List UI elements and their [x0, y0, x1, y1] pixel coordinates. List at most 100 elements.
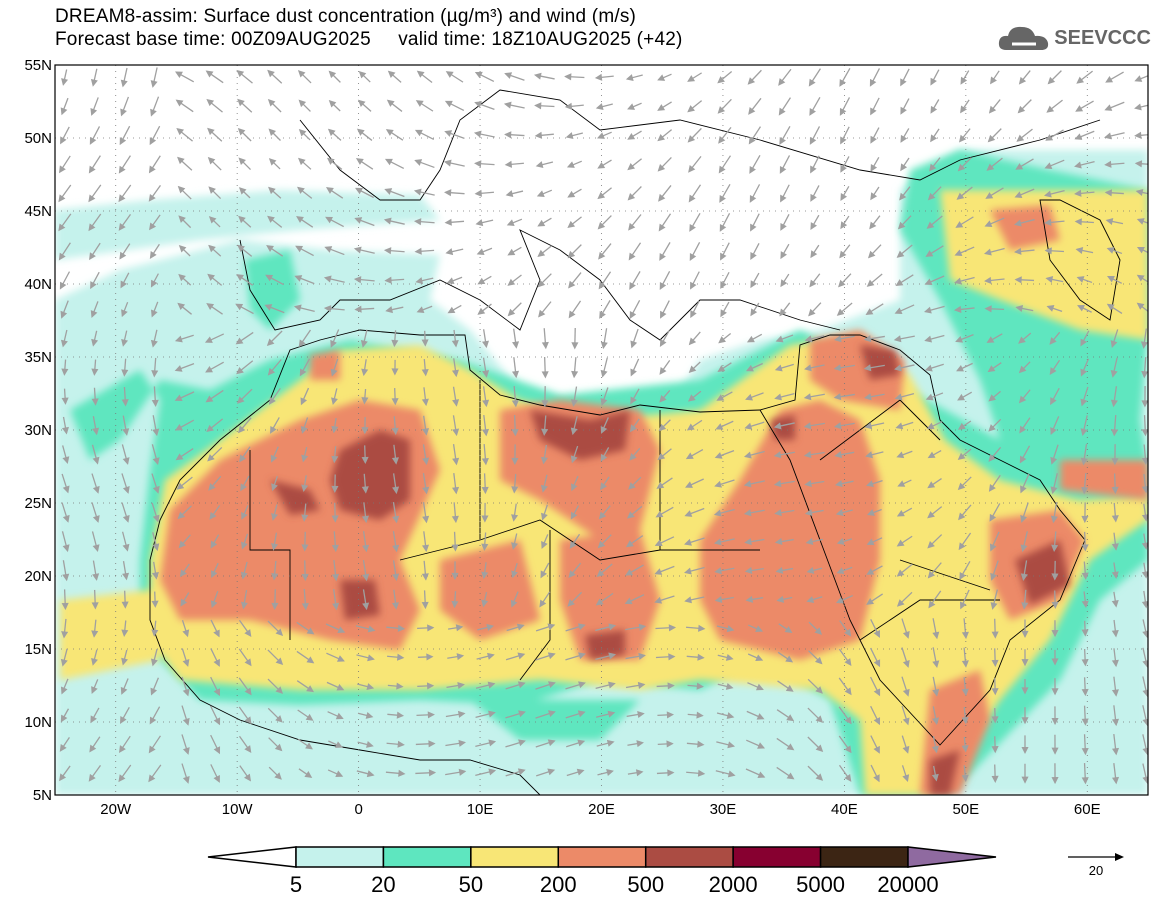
wind-arrow — [511, 444, 519, 466]
wind-arrow — [152, 415, 160, 437]
wind-arrow — [1136, 246, 1148, 254]
wind-arrow — [567, 244, 582, 259]
wind-arrow — [716, 391, 733, 401]
wind-arrow — [1110, 386, 1118, 408]
wind-arrow — [658, 213, 672, 232]
wind-arrow — [358, 70, 371, 83]
wind-arrow — [1104, 160, 1125, 168]
wind-arrow — [60, 300, 69, 319]
wind-arrow — [177, 302, 192, 315]
wind-arrow — [687, 682, 704, 690]
wind-arrow — [240, 561, 248, 580]
wind-arrow — [896, 507, 913, 517]
wind-arrow — [807, 678, 823, 694]
wind-arrow — [59, 271, 71, 290]
wind-arrow — [718, 126, 732, 144]
wind-arrow — [1021, 589, 1029, 610]
wind-arrow — [331, 417, 339, 434]
wind-arrow — [179, 563, 190, 578]
wind-arrow — [482, 386, 490, 408]
wind-arrow — [930, 69, 940, 86]
wind-arrow — [624, 594, 645, 605]
wind-arrow — [481, 502, 489, 523]
wind-arrow — [357, 683, 375, 691]
wind-arrow — [990, 589, 998, 610]
wind-arrow — [894, 304, 915, 315]
wind-arrow — [804, 509, 824, 517]
wind-arrow — [326, 652, 345, 662]
wind-arrow — [803, 393, 825, 401]
wind-arrow — [1111, 734, 1120, 756]
wind-arrow — [896, 591, 913, 607]
wind-arrow — [748, 97, 762, 115]
wind-arrow — [1134, 160, 1148, 168]
wind-arrow — [90, 68, 98, 87]
wind-arrow — [597, 769, 614, 776]
wind-arrow — [236, 360, 254, 375]
wind-arrow — [539, 591, 551, 608]
map-frame — [54, 64, 1149, 796]
lon-label: 60E — [1074, 801, 1101, 818]
wind-arrow — [750, 243, 760, 260]
wind-arrow — [744, 566, 764, 575]
wind-arrow — [541, 386, 549, 408]
wind-arrow — [714, 567, 735, 575]
wind-arrow — [988, 418, 1002, 432]
lat-label: 5N — [33, 787, 52, 804]
wind-arrow — [417, 653, 434, 661]
colorbar-swatch — [470, 846, 560, 868]
wind-arrow — [924, 363, 944, 372]
wind-arrow — [1111, 676, 1119, 697]
wind-arrow — [715, 770, 736, 778]
wind-arrow — [1080, 386, 1089, 407]
colorbar-label: 50 — [459, 872, 483, 897]
wind-arrow — [840, 215, 850, 230]
wind-arrow — [91, 473, 100, 494]
wind-arrow — [481, 532, 489, 551]
colorbar-label: 20 — [371, 872, 395, 897]
wind-arrow — [1049, 359, 1061, 375]
lat-label: 25N — [24, 495, 52, 512]
wind-arrow — [535, 623, 556, 632]
wind-arrow — [685, 449, 704, 460]
wind-arrow — [267, 215, 283, 228]
wind-arrow — [535, 710, 556, 719]
wind-arrow — [810, 244, 820, 259]
wind-arrow — [780, 273, 790, 288]
wind-arrow — [151, 561, 159, 580]
wind-arrow — [1134, 131, 1148, 139]
wind-arrow — [451, 502, 459, 524]
wind-arrow — [988, 390, 1001, 402]
wind-arrow — [932, 647, 940, 669]
wind-arrow — [452, 444, 460, 466]
wind-arrow — [504, 160, 524, 168]
wind-arrow — [719, 213, 731, 232]
wind-arrow — [356, 770, 375, 778]
wind-arrow — [870, 647, 881, 668]
wind-arrow — [1014, 276, 1035, 284]
wind-arrow — [1015, 158, 1034, 170]
wind-arrow — [716, 741, 736, 749]
wind-arrow — [505, 768, 526, 777]
wind-arrow — [541, 504, 548, 521]
wind-arrow — [1111, 619, 1119, 638]
wind-arrow — [91, 679, 99, 695]
wind-arrow — [658, 185, 672, 202]
wind-arrow — [625, 74, 643, 82]
wind-arrow — [181, 676, 190, 697]
wind-arrow — [687, 390, 702, 402]
wind-arrow — [386, 740, 405, 748]
wind-arrow — [566, 160, 582, 168]
colorbar-label: 200 — [540, 872, 577, 897]
wind-arrow — [414, 129, 435, 141]
wind-arrow — [809, 97, 821, 116]
wind-arrow — [1111, 473, 1119, 495]
wind-arrow — [451, 329, 459, 348]
wind-arrow — [119, 243, 131, 260]
wind-arrow — [175, 99, 194, 113]
wind-arrow — [88, 184, 102, 203]
wind-arrow — [716, 625, 735, 633]
wind-arrow — [956, 362, 973, 372]
wind-arrow — [60, 648, 68, 667]
wind-arrow — [475, 710, 496, 718]
